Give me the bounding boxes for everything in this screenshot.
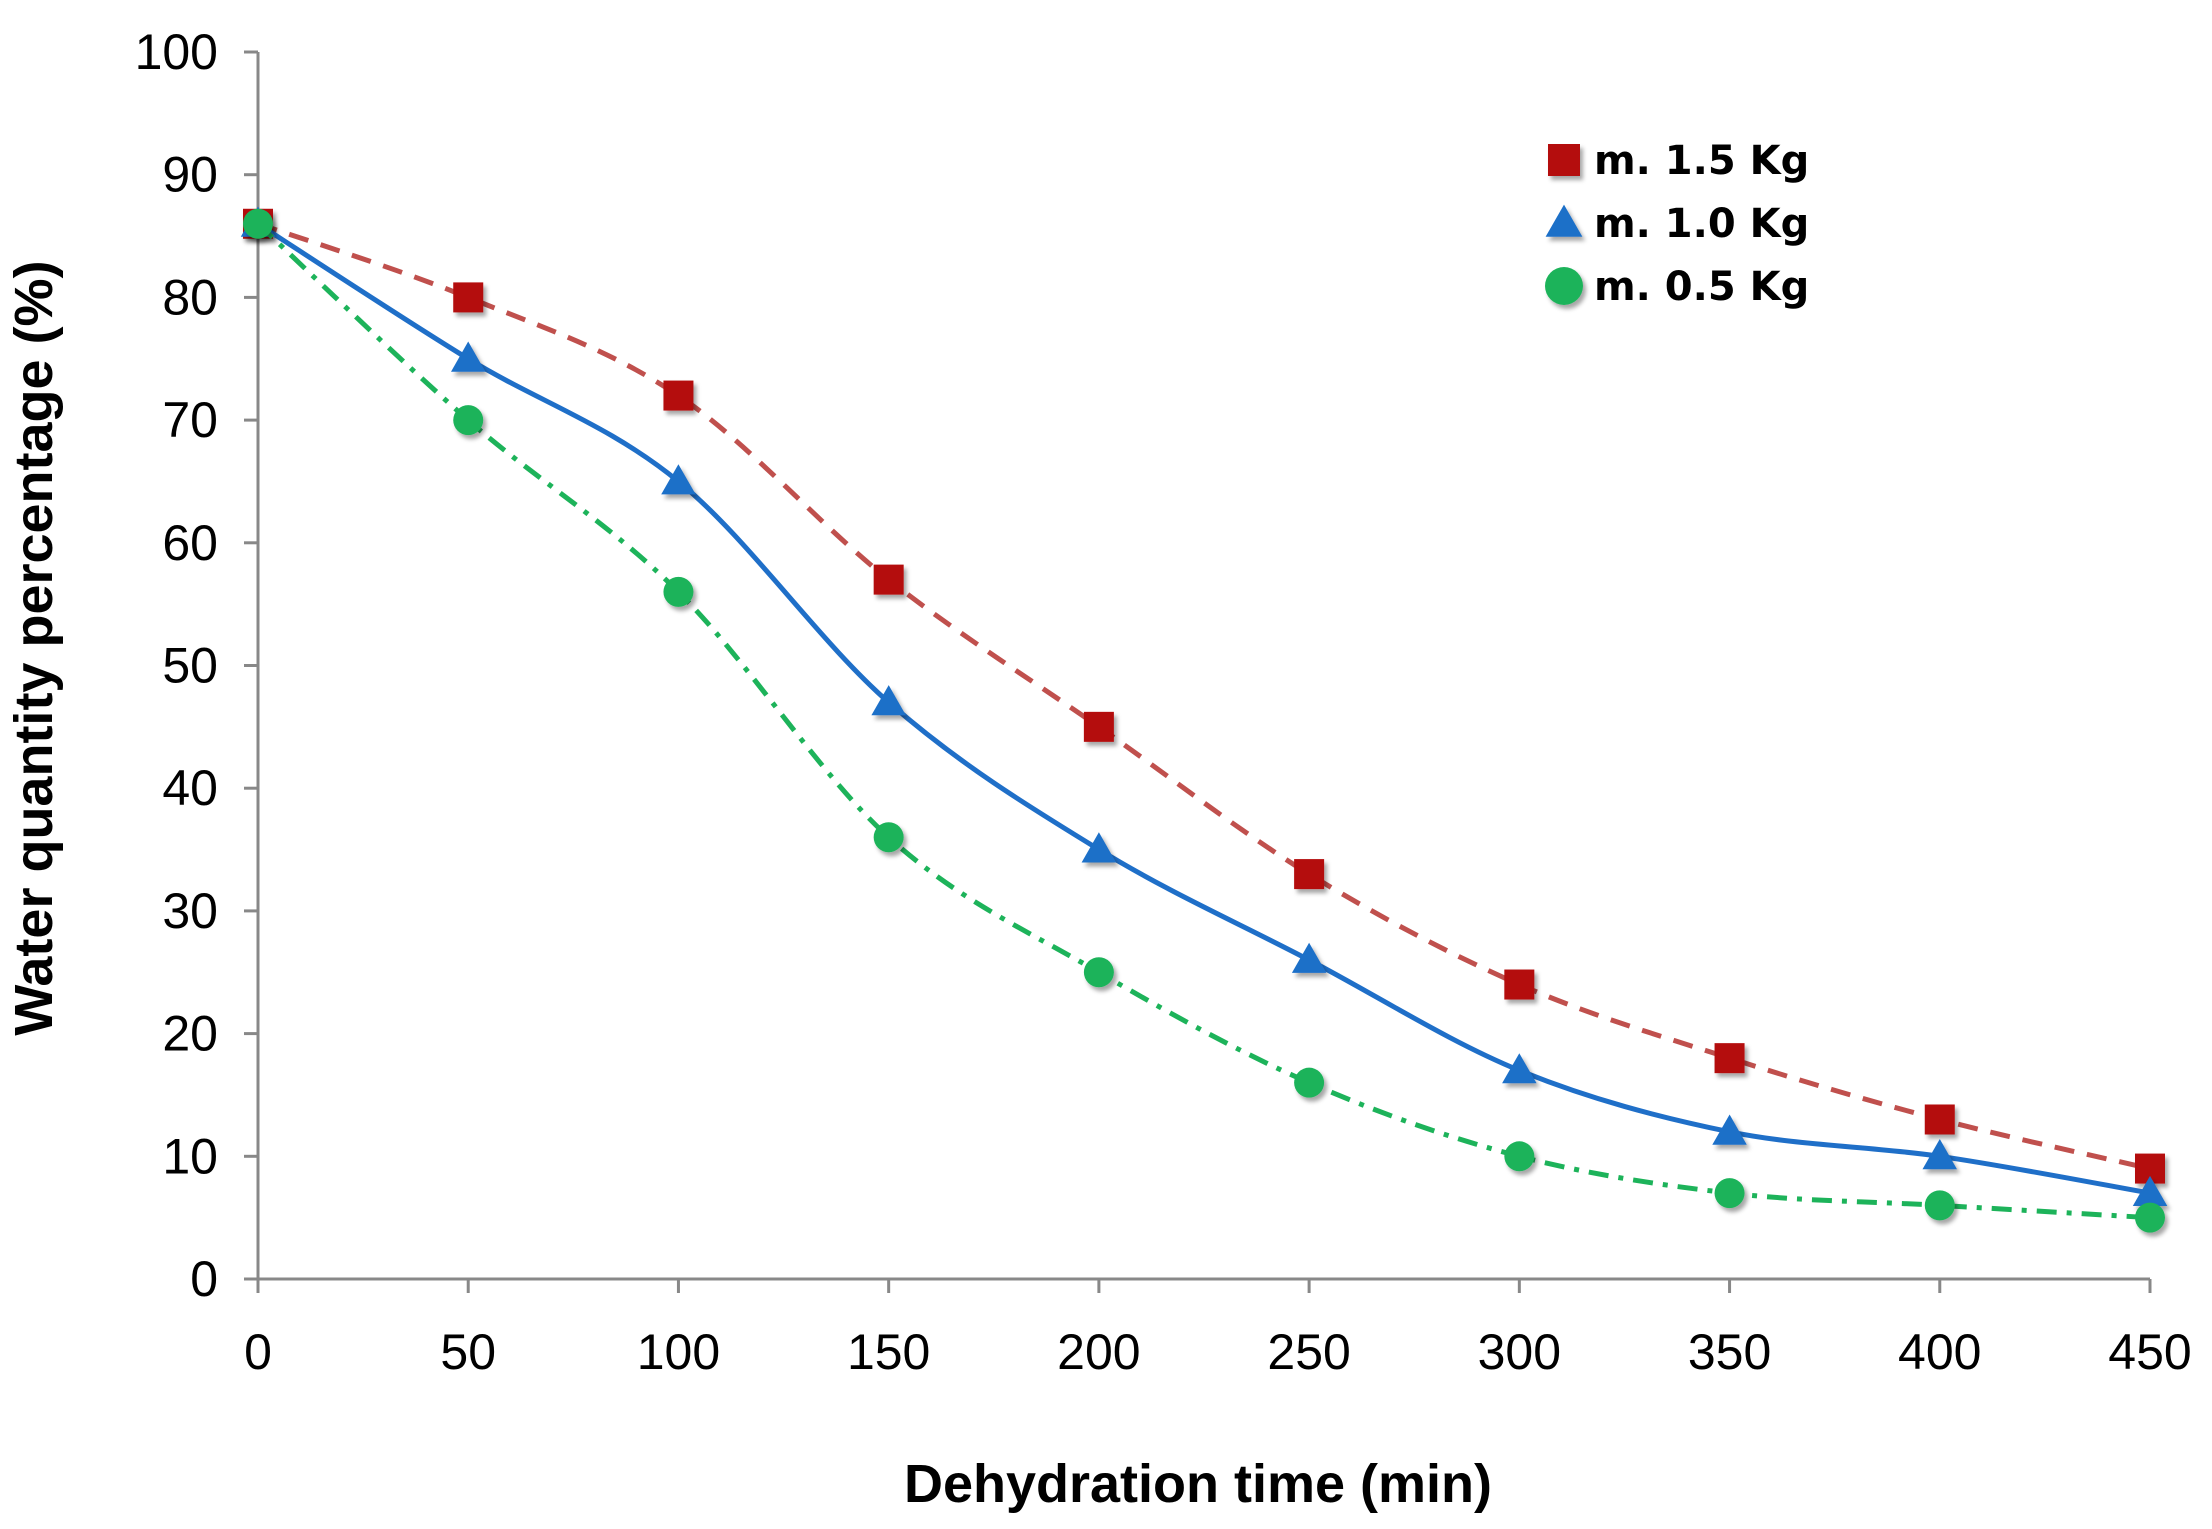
data-point-m-1-0-kg (1291, 942, 1327, 973)
y-tick-label: 30 (162, 883, 218, 939)
data-point-m-1-0-kg (871, 685, 906, 716)
legend-label-m-0-5-kg: m. 0.5 Kg (1594, 264, 1809, 310)
data-point-m-1-5-kg (1924, 1104, 1955, 1135)
x-tick-label: 50 (440, 1324, 496, 1380)
y-tick-label: 60 (162, 515, 218, 571)
data-point-m-0-5-kg (1083, 957, 1114, 988)
data-point-m-1-5-kg (1504, 969, 1535, 1000)
data-point-m-1-0-kg (1502, 1053, 1537, 1084)
data-point-m-0-5-kg (1294, 1067, 1325, 1098)
y-axis-title: Water quantity percentage (%) (4, 260, 64, 1035)
y-tick-label: 50 (162, 638, 218, 694)
series-m-0-5-kg (243, 208, 2165, 1233)
series-m-1-0-kg (240, 206, 2168, 1206)
y-tick-label: 40 (162, 760, 218, 816)
y-tick-label: 70 (162, 392, 218, 448)
y-tick-label: 100 (135, 24, 218, 80)
x-tick-label: 0 (244, 1324, 272, 1380)
data-point-m-0-5-kg (873, 822, 904, 853)
series-line-m-1-5-kg (257, 221, 2151, 1172)
x-axis-title: Dehydration time (min) (904, 1454, 1492, 1514)
x-tick-label: 150 (847, 1324, 930, 1380)
legend-item-m-1-5-kg: m. 1.5 Kg (1548, 138, 1809, 184)
data-point-m-1-0-kg (661, 464, 696, 495)
data-point-m-0-5-kg (663, 576, 694, 607)
legend: m. 1.5 Kg m. 1.0 Kg m. 0.5 Kg (1545, 138, 1809, 310)
data-point-m-1-5-kg (873, 564, 904, 595)
y-tick-label: 90 (162, 147, 218, 203)
legend-label-m-1-5-kg: m. 1.5 Kg (1594, 138, 1809, 184)
x-tick-label: 250 (1267, 1324, 1350, 1380)
data-point-m-1-5-kg (1083, 711, 1114, 742)
legend-marker-m-0-5-kg (1545, 267, 1583, 305)
legend-label-m-1-0-kg: m. 1.0 Kg (1594, 201, 1809, 247)
data-point-m-0-5-kg (243, 208, 273, 239)
data-point-m-1-5-kg (1294, 859, 1325, 890)
legend-item-m-0-5-kg: m. 0.5 Kg (1545, 264, 1809, 310)
data-point-m-1-0-kg (451, 341, 486, 372)
data-point-m-1-5-kg (1714, 1043, 1745, 1074)
y-tick-label: 0 (190, 1251, 218, 1307)
data-point-m-1-5-kg (663, 380, 694, 411)
x-tick-label: 350 (1688, 1324, 1771, 1380)
x-tick-label: 100 (637, 1324, 720, 1380)
y-tick-label: 10 (162, 1128, 218, 1184)
legend-marker-m-1-5-kg (1548, 144, 1580, 176)
x-tick-label: 300 (1478, 1324, 1561, 1380)
y-tick-label: 80 (162, 269, 218, 325)
data-point-m-1-5-kg (453, 282, 484, 313)
series-m-1-5-kg (243, 208, 2165, 1184)
data-point-m-0-5-kg (453, 405, 484, 436)
x-tick-label: 200 (1057, 1324, 1140, 1380)
legend-item-m-1-0-kg: m. 1.0 Kg (1545, 201, 1809, 247)
data-point-m-0-5-kg (1924, 1190, 1955, 1221)
x-tick-label: 400 (1898, 1324, 1981, 1380)
series-line-m-1-0-kg (256, 221, 2151, 1196)
legend-marker-m-1-0-kg (1545, 204, 1583, 237)
data-point-m-1-0-kg (1081, 832, 1117, 863)
series-line-m-0-5-kg (256, 221, 2151, 1221)
data-point-m-1-0-kg (1712, 1114, 1747, 1145)
x-tick-label: 450 (2108, 1324, 2191, 1380)
data-point-m-1-0-kg (1922, 1139, 1957, 1170)
y-tick-label: 20 (162, 1006, 218, 1062)
series-group (240, 206, 2168, 1233)
axes: 0 10 20 30 40 50 60 70 80 90 100 0 50 100 150 200 250 300… (135, 24, 2192, 1380)
data-point-m-0-5-kg (1504, 1141, 1535, 1172)
data-point-m-0-5-kg (2135, 1202, 2165, 1233)
data-point-m-1-0-kg (2132, 1175, 2168, 1206)
data-point-m-0-5-kg (1714, 1178, 1745, 1209)
